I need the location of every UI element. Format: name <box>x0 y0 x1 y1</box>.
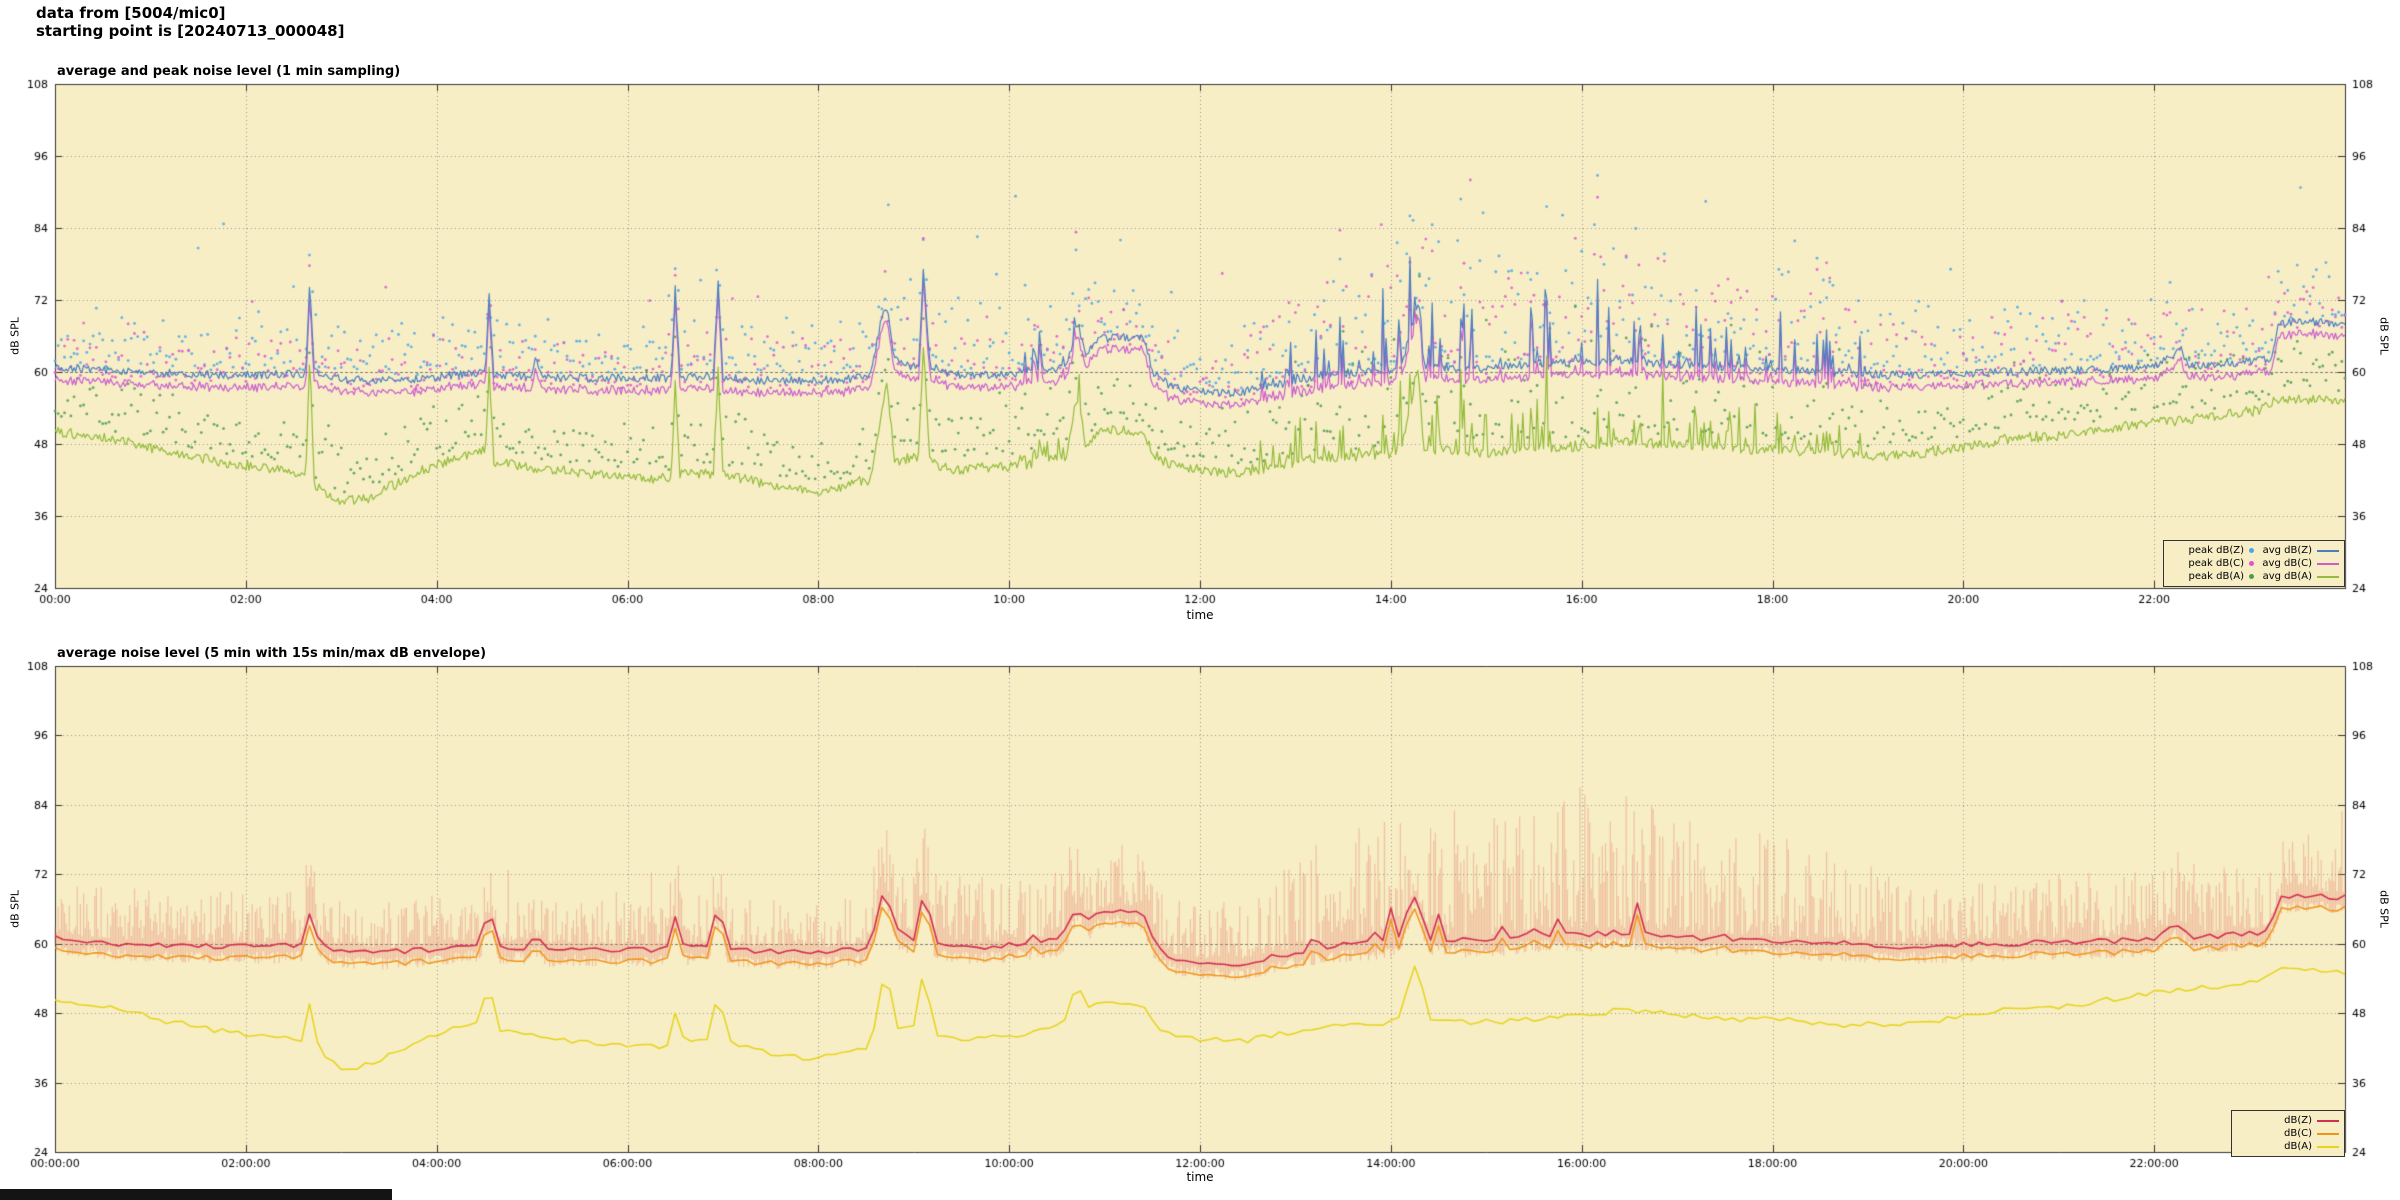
dot-marker-icon <box>2249 574 2254 579</box>
dot-marker-icon <box>2249 561 2254 566</box>
legend-label: peak dB(C) <box>2188 557 2244 569</box>
chart1-ylabel-right: dB SPL <box>2377 317 2391 355</box>
legend-label: dB(C) <box>2284 1127 2312 1139</box>
line-marker-icon <box>2317 562 2339 565</box>
chart2-legend-column: dB(Z) dB(C) dB(A) <box>2237 1114 2339 1153</box>
line-marker-icon <box>2317 575 2339 578</box>
chart2-legend: dB(Z) dB(C) dB(A) <box>2231 1110 2345 1157</box>
chart1-ylabel-left: dB SPL <box>8 317 22 355</box>
legend-item-avg-dbc: avg dB(C) <box>2254 557 2339 570</box>
chart1-xlabel: time <box>1186 608 1214 622</box>
line-marker-icon <box>2317 1145 2339 1148</box>
legend-label: dB(Z) <box>2284 1114 2312 1126</box>
legend-label: avg dB(C) <box>2262 557 2312 569</box>
legend-item-dbz: dB(Z) <box>2237 1114 2339 1127</box>
legend-item-avg-dba: avg dB(A) <box>2254 570 2339 583</box>
line-marker-icon <box>2317 549 2339 552</box>
chart2-title: average noise level (5 min with 15s min/… <box>57 646 487 661</box>
legend-label: avg dB(A) <box>2262 570 2312 582</box>
bottom-black-bar <box>0 1189 392 1200</box>
chart1-title: average and peak noise level (1 min samp… <box>57 64 401 79</box>
chart2-ylabel-right: dB SPL <box>2377 890 2391 928</box>
legend-label: peak dB(Z) <box>2188 544 2244 556</box>
header-line-1: data from [5004/mic0] <box>36 4 226 22</box>
chart1-legend: peak dB(Z) peak dB(C) peak dB(A) avg dB(… <box>2163 540 2345 587</box>
chart1-legend-peak-column: peak dB(Z) peak dB(C) peak dB(A) <box>2169 544 2254 583</box>
legend-item-dbc: dB(C) <box>2237 1127 2339 1140</box>
legend-item-avg-dbz: avg dB(Z) <box>2254 544 2339 557</box>
legend-label: avg dB(Z) <box>2262 544 2312 556</box>
legend-label: dB(A) <box>2284 1140 2312 1152</box>
legend-label: peak dB(A) <box>2188 570 2244 582</box>
header-line-2: starting point is [20240713_000048] <box>36 22 345 40</box>
dot-marker-icon <box>2249 548 2254 553</box>
line-marker-icon <box>2317 1132 2339 1135</box>
line-marker-icon <box>2317 1119 2339 1122</box>
chart2-xlabel: time <box>1186 1170 1214 1184</box>
chart2-ylabel-left: dB SPL <box>8 890 22 928</box>
legend-item-peak-dbz: peak dB(Z) <box>2169 544 2254 557</box>
legend-item-dba: dB(A) <box>2237 1140 2339 1153</box>
legend-item-peak-dbc: peak dB(C) <box>2169 557 2254 570</box>
chart1-legend-avg-column: avg dB(Z) avg dB(C) avg dB(A) <box>2254 544 2339 583</box>
legend-item-peak-dba: peak dB(A) <box>2169 570 2254 583</box>
